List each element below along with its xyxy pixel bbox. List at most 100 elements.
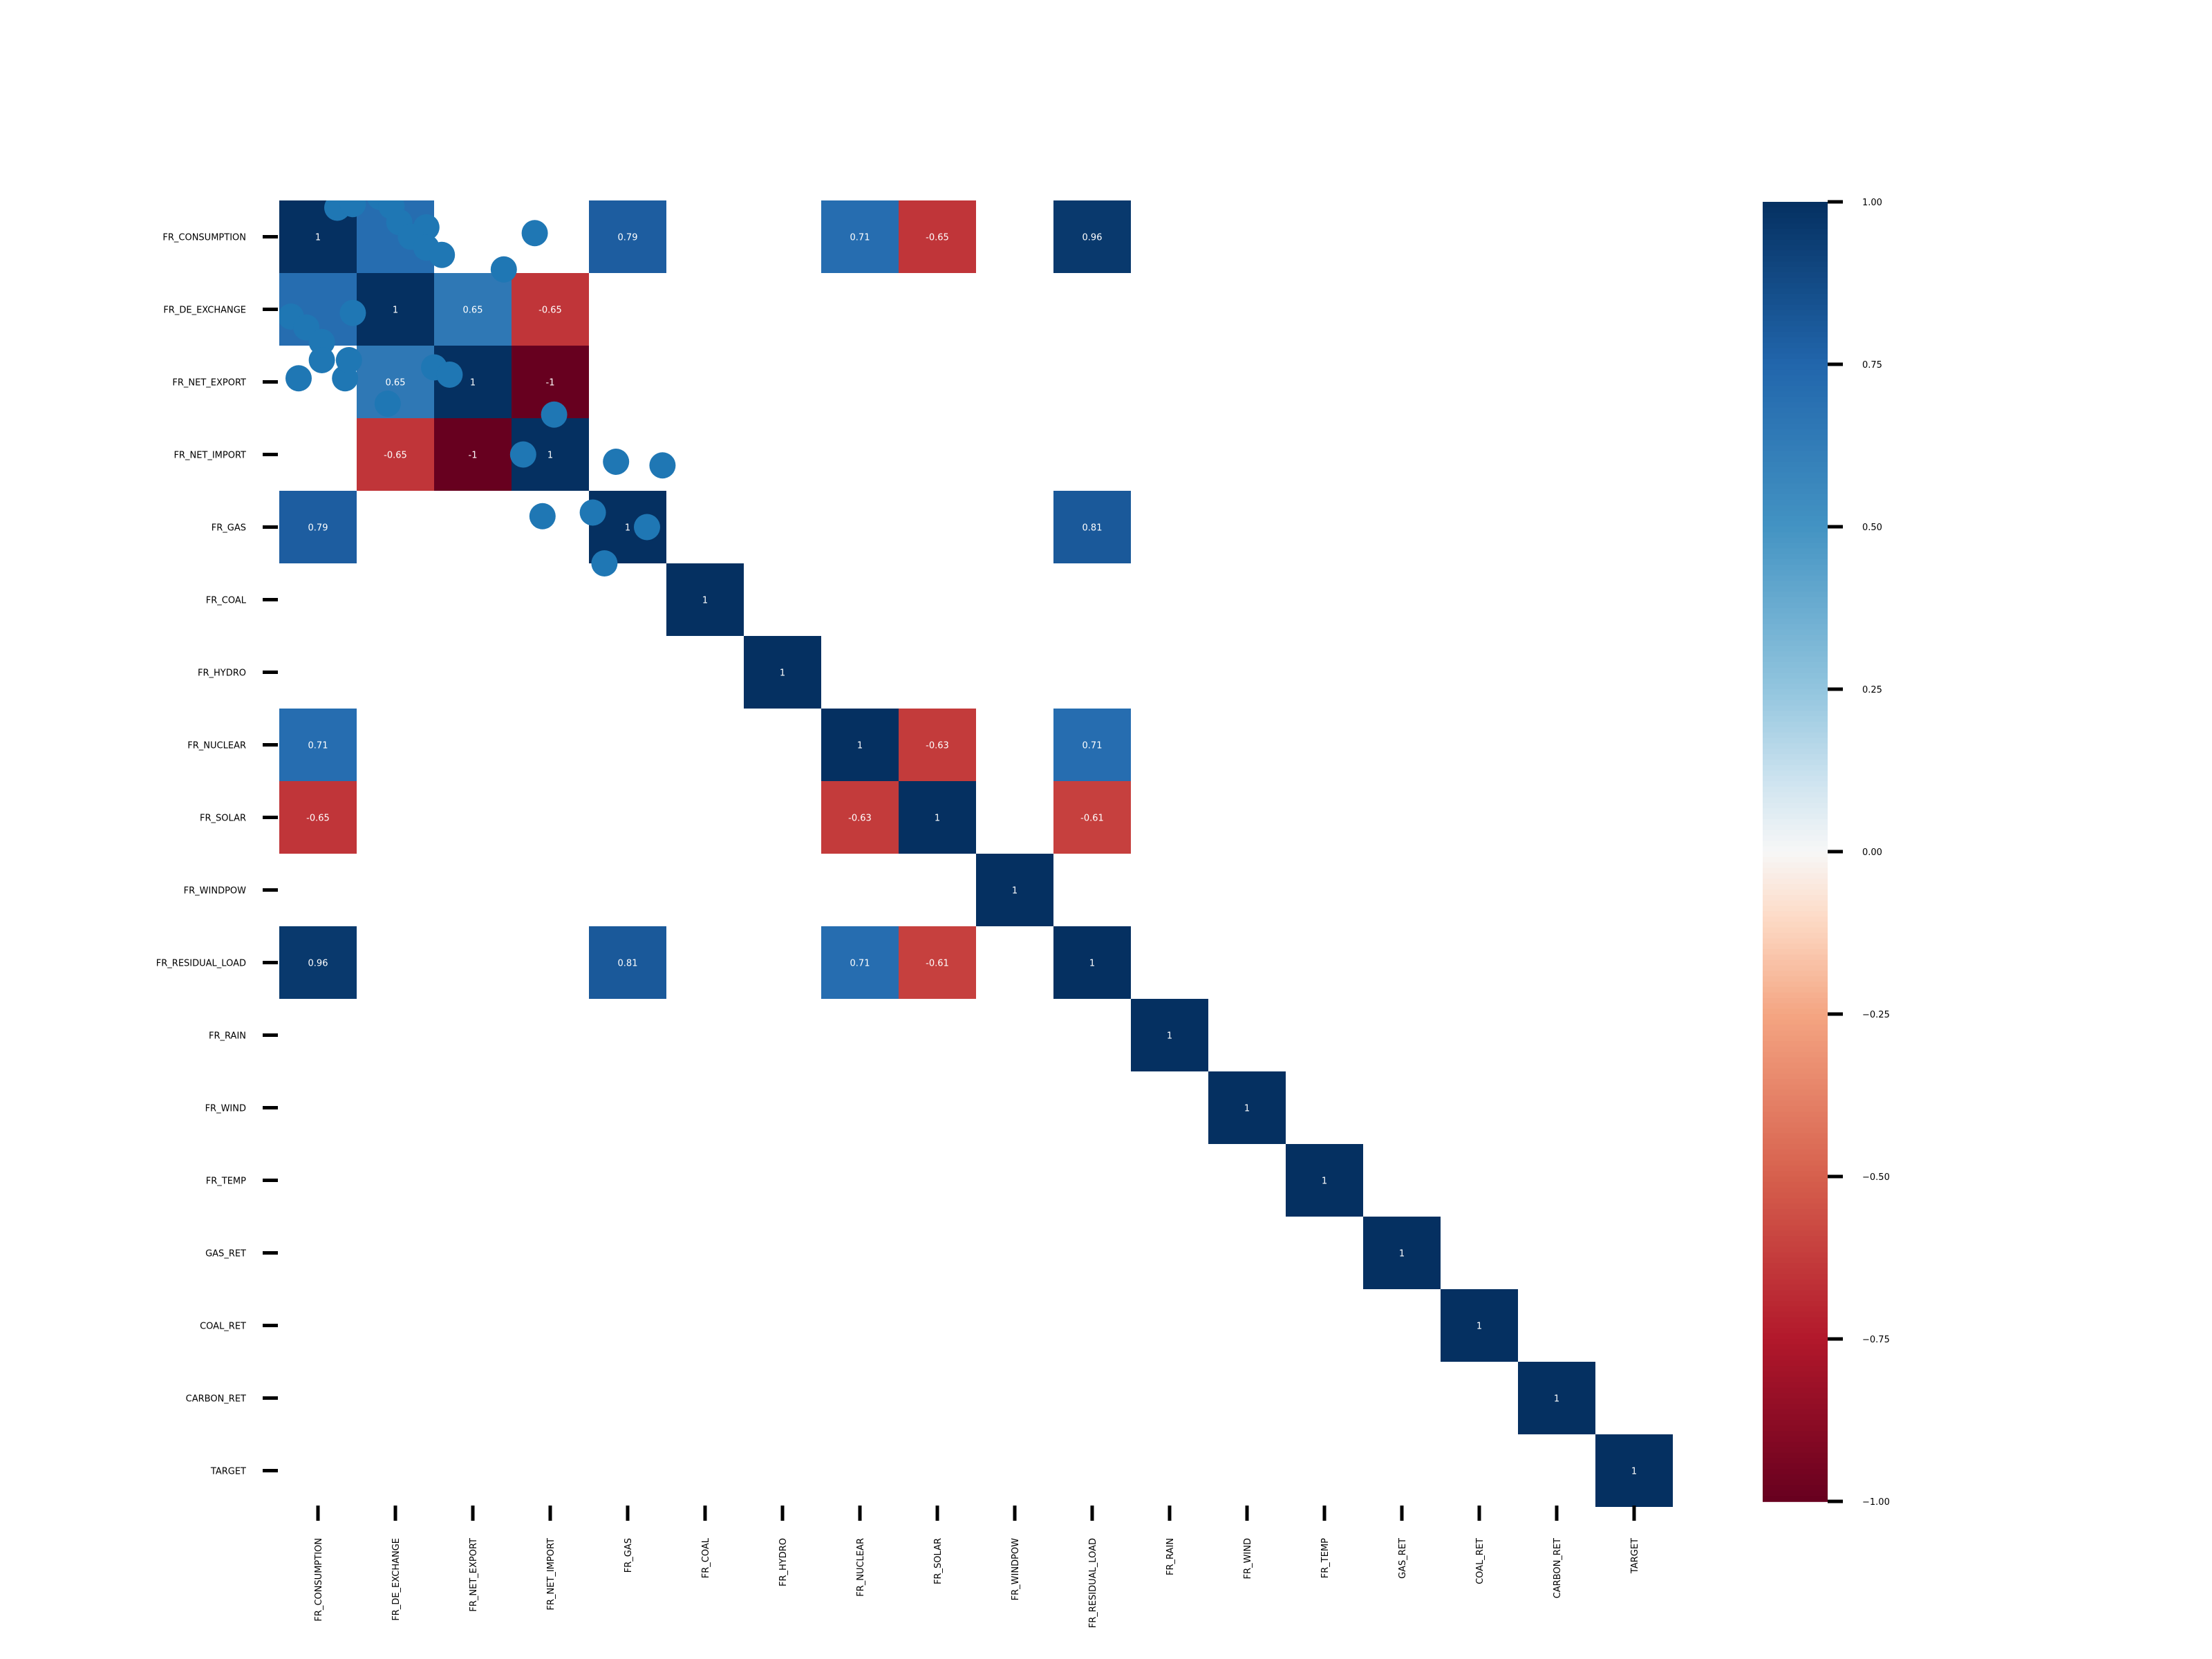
cell-value-label: 1 (1631, 1467, 1637, 1477)
x-tick-label: FR_CONSUMPTION (314, 1538, 324, 1622)
heatmap-cell-0-8 (899, 200, 976, 273)
colorbar-segment (1763, 1387, 1828, 1394)
colorbar-segment (1763, 1127, 1828, 1134)
overlay-dot (509, 441, 536, 468)
overlay-dot (541, 401, 568, 428)
colorbar-segment (1763, 678, 1828, 684)
colorbar-segment (1763, 277, 1828, 284)
colorbar-segment (1763, 1149, 1828, 1156)
heatmap-cell-9-9 (976, 854, 1053, 926)
colorbar-segment (1763, 640, 1828, 647)
colorbar-segment (1763, 1485, 1828, 1492)
colorbar-segment (1763, 900, 1828, 907)
colorbar-segment (1763, 1047, 1828, 1053)
colorbar-segment (1763, 375, 1828, 382)
colorbar-segment (1763, 646, 1828, 652)
colorbar-segment (1763, 1181, 1828, 1188)
colorbar-segment (1763, 1404, 1828, 1410)
colorbar-segment (1763, 456, 1828, 462)
colorbar-segment (1763, 564, 1828, 571)
cell-value-label: 1 (315, 233, 321, 243)
colorbar-segment (1763, 651, 1828, 657)
colorbar-segment (1763, 467, 1828, 474)
colorbar-segment (1763, 1257, 1828, 1264)
cell-value-label: 0.65 (386, 378, 406, 388)
overlay-dot (436, 362, 463, 388)
overlay-dot (429, 241, 456, 268)
colorbar-segment (1763, 684, 1828, 690)
cell-value-label: 0.71 (1082, 741, 1103, 751)
colorbar-segment (1763, 738, 1828, 744)
colorbar-segment (1763, 245, 1828, 252)
colorbar-segment (1763, 234, 1828, 241)
colorbar-segment (1763, 824, 1828, 831)
colorbar-segment (1763, 716, 1828, 722)
heatmap-cell-7-0 (279, 709, 357, 781)
cell-value-label: -1 (546, 378, 555, 388)
colorbar-segment (1763, 483, 1828, 489)
colorbar-segment (1763, 510, 1828, 517)
colorbar-segment (1763, 321, 1828, 327)
colorbar-segment (1763, 889, 1828, 896)
colorbar-segment (1763, 1252, 1828, 1259)
cell-value-label: -0.65 (538, 306, 562, 316)
colorbar-segment (1763, 1376, 1828, 1383)
colorbar-segment (1763, 662, 1828, 668)
colorbar-segment (1763, 1241, 1828, 1248)
colorbar-segment (1763, 342, 1828, 349)
colorbar-segment (1763, 814, 1828, 820)
cell-value-label: -0.63 (848, 814, 872, 824)
colorbar-segment (1763, 673, 1828, 679)
heatmap-cell-labels: 1 0.79 0.71 -0.65 0.96 1 0.65 -0.65 0.65 1 -1 -0.65… (306, 233, 1637, 1477)
x-tick-label: COAL_RET (1475, 1538, 1485, 1584)
cell-value-label: 1 (1012, 886, 1018, 897)
colorbar-segment (1763, 1019, 1828, 1026)
colorbar-segment (1763, 294, 1828, 300)
colorbar-segment (1763, 965, 1828, 972)
cell-value-label: 1 (1167, 1031, 1172, 1042)
colorbar-segment (1763, 602, 1828, 609)
y-tick-label: FR_GAS (212, 523, 246, 534)
colorbar-segment (1763, 949, 1828, 955)
overlay-dot (308, 347, 335, 373)
heatmap-cell-1-3 (512, 273, 589, 346)
colorbar-segment (1763, 1425, 1828, 1432)
cell-value-label: 0.96 (308, 959, 328, 969)
colorbar-segment (1763, 1306, 1828, 1313)
colorbar-segment (1763, 791, 1828, 798)
colorbar-segment (1763, 1290, 1828, 1297)
colorbar-segment (1763, 212, 1828, 219)
y-tick-label: FR_WIND (205, 1104, 246, 1114)
colorbar-segment (1763, 1246, 1828, 1253)
colorbar-segment (1763, 954, 1828, 961)
cell-value-label: 0.81 (618, 959, 638, 969)
colorbar-tick-label: 0.00 (1862, 847, 1882, 858)
heatmap-cell-8-10 (1053, 781, 1131, 854)
colorbar-segment (1763, 413, 1828, 420)
colorbar-segment (1763, 959, 1828, 966)
colorbar-segment (1763, 1268, 1828, 1275)
heatmap-cell-10-4 (589, 926, 666, 999)
colorbar-segment (1763, 1116, 1828, 1123)
colorbar-segment (1763, 586, 1828, 592)
colorbar-segment (1763, 359, 1828, 365)
x-tick-label: TARGET (1630, 1538, 1640, 1574)
colorbar-segment (1763, 868, 1828, 874)
colorbar-segment (1763, 1322, 1828, 1329)
overlay-dot (579, 499, 606, 526)
y-axis: FR_CONSUMPTION FR_DE_EXCHANGE FR_NET_EXPOR… (156, 233, 278, 1477)
colorbar-segment (1763, 418, 1828, 424)
colorbar-segment (1763, 239, 1828, 246)
colorbar-segment (1763, 1333, 1828, 1340)
colorbar-segment (1763, 462, 1828, 468)
heatmap-cell-10-7 (821, 926, 899, 999)
cell-value-label: 0.71 (850, 959, 870, 969)
heatmap-cell-10-8 (899, 926, 976, 999)
x-tick-label: FR_NET_EXPORT (469, 1538, 479, 1612)
colorbar-segment (1763, 391, 1828, 397)
heatmap-cell-8-0 (279, 781, 357, 854)
colorbar-segment (1763, 846, 1828, 852)
colorbar-tick-label: 0.25 (1862, 685, 1882, 695)
colorbar-segment (1763, 879, 1828, 885)
